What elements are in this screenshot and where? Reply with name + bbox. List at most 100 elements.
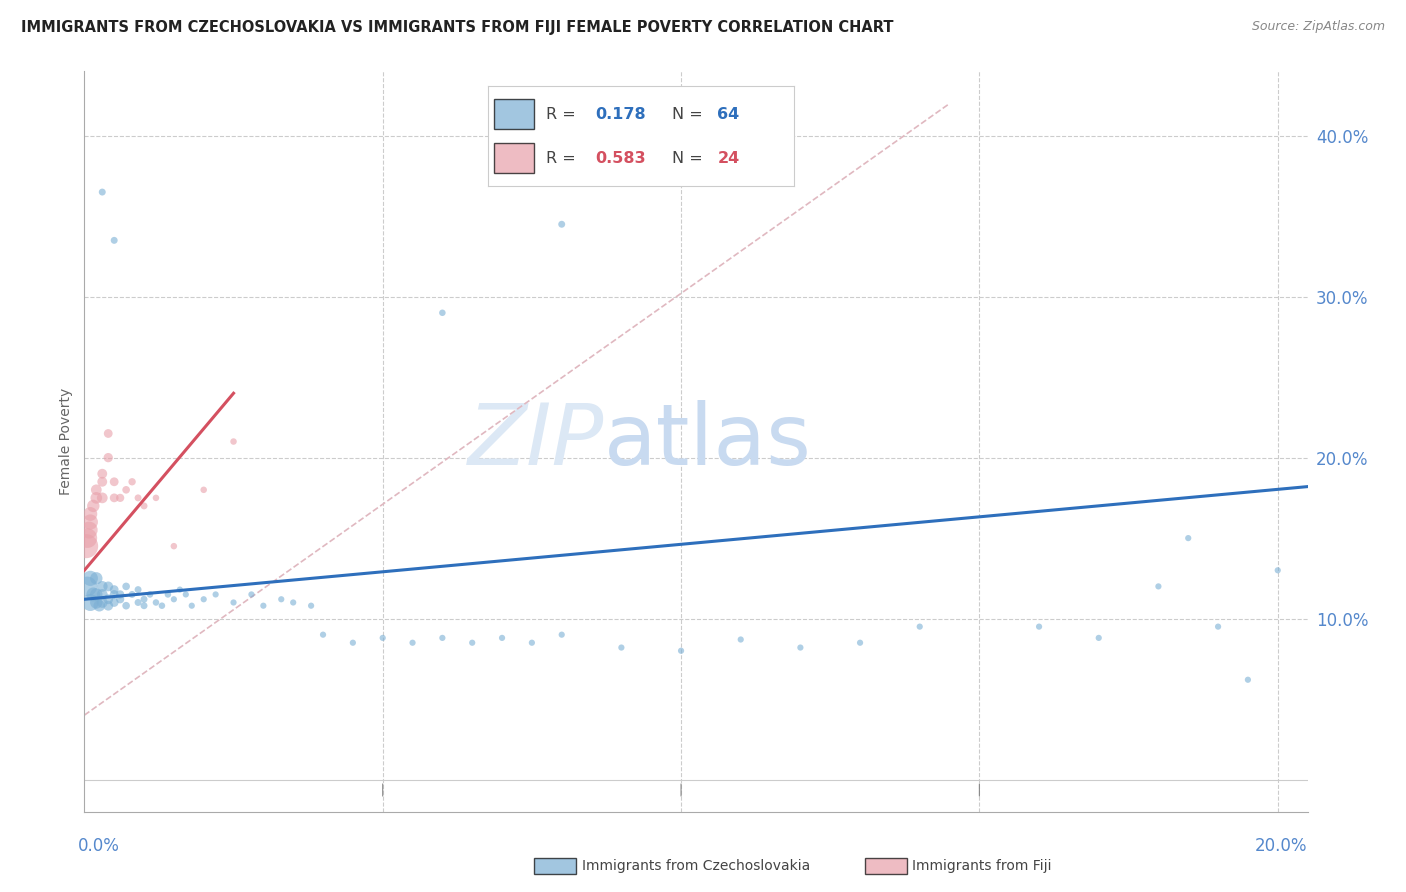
Point (849, 636, 872, 650)
Point (103, 582, 125, 597)
Point (97, 592, 120, 607)
Point (193, 592, 215, 607)
Point (84, 587, 107, 601)
Point (145, 491, 167, 505)
Point (1147, 579, 1170, 593)
Point (401, 636, 423, 650)
Point (97, 450, 120, 465)
Point (132, 592, 155, 607)
Text: Source: ZipAtlas.com: Source: ZipAtlas.com (1251, 20, 1385, 33)
Point (610, 640, 633, 655)
Point (180, 599, 202, 613)
Point (84, 483, 107, 497)
Text: atlas: atlas (605, 400, 813, 483)
Point (76, 579, 98, 593)
Point (156, 587, 179, 601)
Point (163, 539, 186, 553)
Point (91, 491, 114, 505)
Point (103, 587, 125, 601)
Point (789, 640, 811, 655)
Point (1267, 563, 1289, 577)
Point (127, 491, 149, 505)
Point (103, 475, 125, 489)
Point (91, 467, 114, 481)
Point (121, 475, 143, 489)
Point (84, 571, 107, 585)
Point (252, 599, 274, 613)
Point (82, 499, 104, 513)
Point (1177, 531, 1199, 545)
Text: 20.0%: 20.0% (1256, 837, 1308, 855)
Point (115, 599, 138, 613)
Point (432, 306, 454, 320)
Point (108, 491, 131, 505)
Text: 0.0%: 0.0% (79, 837, 120, 855)
Point (1087, 631, 1109, 645)
Text: ZIP: ZIP (468, 400, 605, 483)
Point (432, 631, 454, 645)
Point (115, 579, 138, 593)
Point (75, 539, 97, 553)
Point (145, 595, 167, 609)
Point (84, 491, 107, 505)
Point (163, 592, 186, 607)
Point (79, 507, 101, 521)
Point (108, 587, 131, 601)
Point (127, 582, 149, 597)
Point (97, 579, 120, 593)
Point (139, 587, 162, 601)
Point (669, 644, 692, 658)
Point (97, 599, 120, 613)
Point (1237, 673, 1260, 687)
Point (132, 599, 155, 613)
Point (730, 632, 752, 647)
Point (312, 628, 335, 642)
Point (91, 595, 114, 609)
Point (127, 595, 149, 609)
Point (77, 523, 100, 537)
Point (91, 475, 114, 489)
Point (121, 587, 143, 601)
Point (491, 631, 513, 645)
Point (908, 619, 931, 633)
Y-axis label: Female Poverty: Female Poverty (59, 388, 73, 495)
Point (551, 628, 574, 642)
Text: Immigrants from Fiji: Immigrants from Fiji (912, 859, 1052, 873)
Point (89, 599, 111, 613)
Point (461, 636, 484, 650)
Point (342, 636, 364, 650)
Point (91, 587, 114, 601)
Point (204, 587, 226, 601)
Point (115, 483, 138, 497)
Point (91, 579, 114, 593)
Point (520, 636, 543, 650)
Point (103, 595, 125, 609)
Point (103, 491, 125, 505)
Point (79, 515, 101, 529)
Point (103, 233, 125, 247)
Text: IMMIGRANTS FROM CZECHOSLOVAKIA VS IMMIGRANTS FROM FIJI FEMALE POVERTY CORRELATIO: IMMIGRANTS FROM CZECHOSLOVAKIA VS IMMIGR… (21, 20, 894, 35)
Point (84, 595, 107, 609)
Point (283, 595, 305, 609)
Point (551, 217, 574, 231)
Point (150, 599, 173, 613)
Point (108, 592, 131, 607)
Point (79, 571, 101, 585)
Point (222, 434, 245, 449)
Point (169, 582, 191, 597)
Point (82, 587, 104, 601)
Point (97, 426, 120, 441)
Text: Immigrants from Czechoslovakia: Immigrants from Czechoslovakia (582, 859, 810, 873)
Point (174, 587, 197, 601)
Point (79, 595, 101, 609)
Point (240, 587, 263, 601)
Point (76, 531, 98, 545)
Point (1206, 619, 1229, 633)
Point (91, 185, 114, 199)
Point (222, 595, 245, 609)
Point (1028, 619, 1050, 633)
Point (132, 499, 155, 513)
Point (371, 631, 394, 645)
Point (193, 483, 215, 497)
Point (270, 592, 292, 607)
